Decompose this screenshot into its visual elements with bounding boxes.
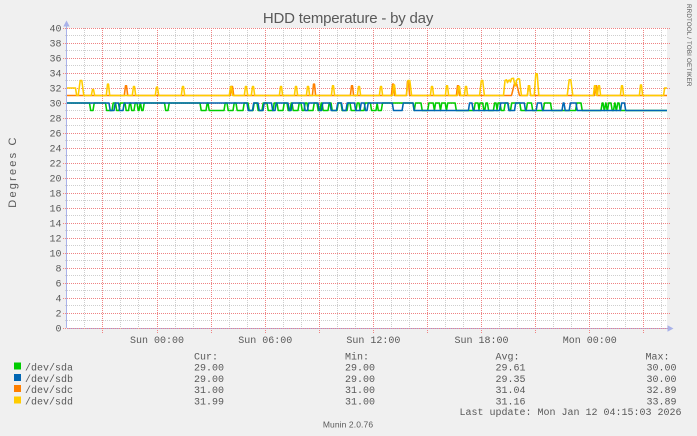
svg-text:29.00: 29.00 (194, 375, 224, 386)
svg-text:2: 2 (55, 310, 61, 321)
svg-text:/dev/sdb: /dev/sdb (25, 374, 73, 386)
svg-text:40: 40 (49, 25, 61, 36)
svg-text:30.00: 30.00 (646, 375, 676, 386)
svg-text:Mon 00:00: Mon 00:00 (563, 336, 617, 347)
svg-text:31.00: 31.00 (345, 386, 375, 397)
svg-text:31.16: 31.16 (495, 398, 525, 409)
svg-text:Degrees C: Degrees C (7, 135, 19, 207)
svg-text:24: 24 (49, 145, 61, 156)
svg-text:Max:: Max: (645, 353, 669, 364)
svg-text:29.00: 29.00 (194, 364, 224, 375)
svg-text:31.00: 31.00 (345, 398, 375, 409)
svg-text:30.00: 30.00 (646, 364, 676, 375)
svg-text:Sun 18:00: Sun 18:00 (454, 336, 508, 347)
svg-text:Sun 00:00: Sun 00:00 (130, 336, 184, 347)
svg-text:Munin 2.0.76: Munin 2.0.76 (323, 420, 374, 430)
svg-text:14: 14 (49, 220, 61, 231)
svg-text:4: 4 (55, 295, 61, 306)
svg-text:/dev/sda: /dev/sda (25, 363, 73, 375)
svg-text:RRDTOOL / TOBI OETIKER: RRDTOOL / TOBI OETIKER (685, 4, 692, 87)
svg-text:HDD temperature - by day: HDD temperature - by day (263, 10, 434, 27)
svg-text:/dev/sdd: /dev/sdd (25, 397, 73, 409)
svg-text:30: 30 (49, 100, 61, 111)
svg-text:0: 0 (55, 325, 61, 336)
svg-text:16: 16 (49, 205, 61, 216)
svg-text:31.00: 31.00 (194, 386, 224, 397)
svg-text:31.04: 31.04 (495, 386, 525, 397)
svg-text:38: 38 (49, 40, 61, 51)
svg-text:33.89: 33.89 (646, 398, 676, 409)
svg-text:8: 8 (55, 265, 61, 276)
svg-text:32.89: 32.89 (646, 386, 676, 397)
svg-text:12: 12 (49, 235, 61, 246)
svg-text:Min:: Min: (345, 352, 369, 364)
svg-text:36: 36 (49, 55, 61, 66)
svg-text:29.35: 29.35 (495, 375, 525, 386)
svg-text:20: 20 (49, 175, 61, 186)
svg-text:29.00: 29.00 (345, 364, 375, 375)
svg-text:Last update: Mon Jan 12 04:15:: Last update: Mon Jan 12 04:15:03 2026 (459, 407, 681, 419)
svg-text:28: 28 (49, 115, 61, 126)
svg-text:Cur:: Cur: (194, 353, 218, 364)
svg-text:34: 34 (49, 70, 61, 81)
svg-text:31.99: 31.99 (194, 398, 224, 409)
svg-text:10: 10 (49, 250, 61, 261)
svg-text:22: 22 (49, 160, 61, 171)
svg-text:29.61: 29.61 (495, 364, 525, 375)
svg-text:29.00: 29.00 (345, 375, 375, 386)
svg-text:18: 18 (49, 190, 61, 201)
svg-text:Avg:: Avg: (495, 353, 519, 364)
svg-text:Sun 06:00: Sun 06:00 (238, 336, 292, 347)
svg-text:32: 32 (49, 85, 61, 96)
svg-text:6: 6 (55, 280, 61, 291)
svg-text:Sun 12:00: Sun 12:00 (346, 336, 400, 347)
svg-text:/dev/sdc: /dev/sdc (25, 385, 73, 397)
svg-text:26: 26 (49, 130, 61, 141)
